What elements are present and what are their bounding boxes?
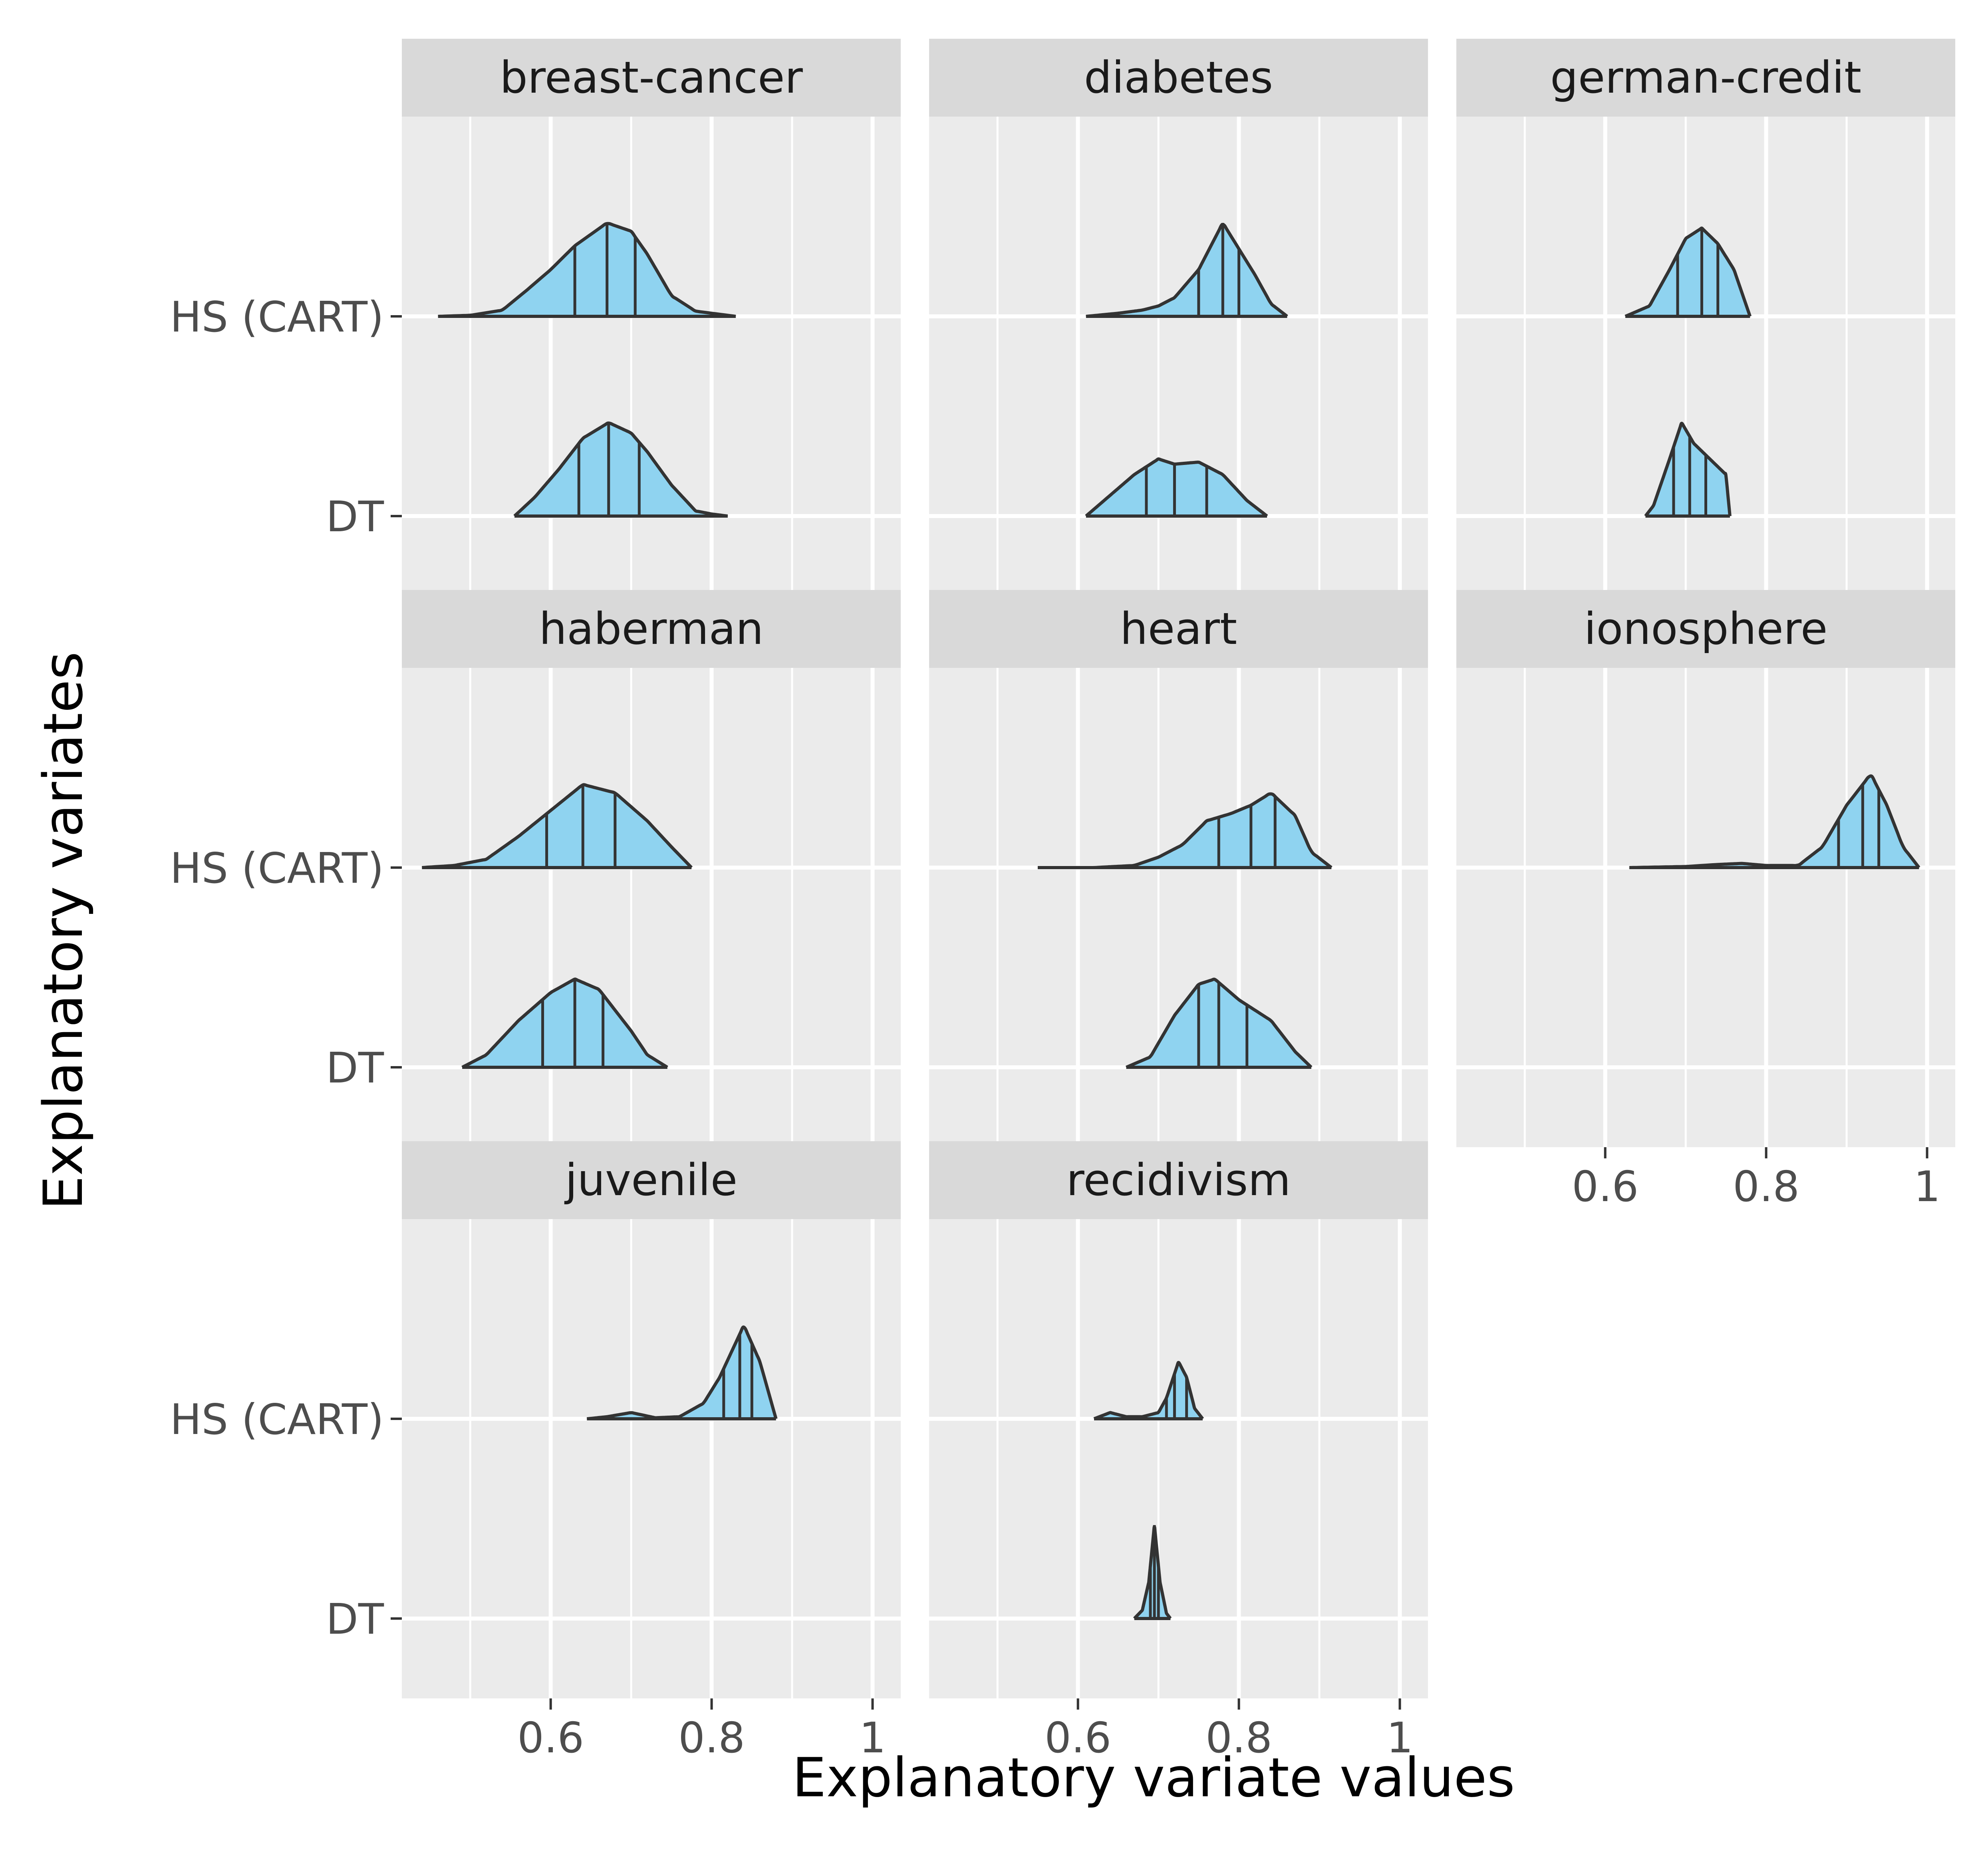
- x-tick-label: 0.6: [1572, 1162, 1638, 1211]
- ridge-dt: [1133, 1525, 1172, 1620]
- ridge-area: [1629, 776, 1919, 868]
- facet-heart: heart: [929, 590, 1428, 1147]
- strip-background: [402, 39, 901, 117]
- ridge-outline: [1086, 222, 1288, 318]
- panel-background: [1456, 668, 1955, 1147]
- ridge-dt: [1085, 457, 1268, 518]
- y-tick-label: HS (CART): [170, 844, 384, 893]
- strip-label: breast-cancer: [500, 52, 803, 103]
- ridge-hs-cart: [1093, 1360, 1204, 1420]
- ridge-outline: [422, 783, 693, 869]
- ridge-hs-cart: [1629, 774, 1920, 869]
- y-axis-title: Explanatory variates: [32, 651, 95, 1210]
- ridge-outline: [1644, 421, 1732, 517]
- panel-background: [402, 668, 901, 1147]
- ridge-outline: [1625, 226, 1752, 318]
- strip-background: [402, 1141, 901, 1219]
- facet-juvenile: juvenile HS (CART) DT 0.6 0.8 1: [170, 1141, 901, 1762]
- ridge-outline: [1093, 1360, 1204, 1420]
- strip-label: ionosphere: [1584, 603, 1828, 654]
- facet-breast-cancer: breast-cancer HS (CART) DT: [170, 39, 901, 596]
- x-tick-label: 1: [1386, 1714, 1413, 1762]
- strip-background: [929, 590, 1428, 668]
- ridge-hs-cart: [1625, 226, 1752, 318]
- panel-background: [1456, 117, 1955, 596]
- ridge-dt: [461, 977, 668, 1069]
- strip-background: [1456, 39, 1955, 117]
- ridge-area: [1086, 459, 1267, 516]
- ridge-area: [514, 423, 728, 516]
- ridge-outline: [461, 977, 668, 1069]
- strip-label: diabetes: [1084, 52, 1273, 103]
- y-tick-label: DT: [326, 493, 384, 541]
- panel-background: [402, 117, 901, 596]
- x-tick-label: 0.8: [1206, 1714, 1272, 1762]
- y-tick-label: DT: [326, 1044, 384, 1092]
- y-tick-label: DT: [326, 1595, 384, 1644]
- y-tick-label: HS (CART): [170, 293, 384, 342]
- strip-label: juvenile: [564, 1154, 738, 1206]
- ridge-area: [438, 223, 736, 316]
- strip-background: [402, 590, 901, 668]
- strip-label: haberman: [539, 603, 763, 654]
- panel-background: [929, 1219, 1428, 1698]
- x-tick-label: 0.8: [678, 1714, 745, 1762]
- panels-layer: breast-cancer HS (CART) DT diabetes german-c…: [170, 39, 1955, 1762]
- ridge-area: [462, 979, 667, 1067]
- ridge-outline: [586, 1325, 778, 1420]
- ridge-outline: [438, 222, 736, 318]
- panel-background: [929, 668, 1428, 1147]
- x-tick-label: 1: [859, 1714, 886, 1762]
- x-axis-title: Explanatory variate values: [792, 1746, 1515, 1809]
- ridge-hs-cart: [1086, 222, 1288, 318]
- ridge-dt: [1644, 421, 1732, 518]
- strip-label: recidivism: [1066, 1154, 1291, 1206]
- strip-label: german-credit: [1550, 52, 1861, 103]
- facet-haberman: haberman HS (CART) DT: [170, 590, 901, 1147]
- ridge-dt: [513, 421, 728, 518]
- facet-german-credit: german-credit: [1456, 39, 1955, 596]
- panel-background: [929, 117, 1428, 596]
- facet-diabetes: diabetes: [929, 39, 1428, 596]
- facet-ionosphere: ionosphere 0.6 0.8 1: [1456, 590, 1955, 1211]
- x-tick-label: 1: [1914, 1162, 1940, 1211]
- ridge-outline: [513, 421, 728, 518]
- ridge-hs-cart: [1037, 792, 1333, 870]
- ridge-area: [1645, 423, 1730, 516]
- ridge-area: [587, 1327, 776, 1419]
- y-tick-label: HS (CART): [170, 1395, 384, 1444]
- strip-background: [929, 39, 1428, 117]
- x-tick-label: 0.6: [517, 1714, 584, 1762]
- ridge-outline: [1125, 977, 1313, 1069]
- facet-recidivism: recidivism 0.6 0.8 1: [929, 1141, 1428, 1762]
- ridge-hs-cart: [586, 1325, 778, 1420]
- ridge-hs-cart: [422, 783, 693, 869]
- strip-label: heart: [1120, 603, 1237, 654]
- ridge-area: [1038, 794, 1332, 868]
- ridge-area: [422, 784, 692, 868]
- ridge-outline: [1133, 1525, 1172, 1620]
- ridge-hs-cart: [438, 222, 736, 318]
- x-tick-label: 0.8: [1733, 1162, 1799, 1211]
- ridge-outline: [1085, 457, 1268, 518]
- strip-background: [929, 1141, 1428, 1219]
- panel-background: [402, 1219, 901, 1698]
- ridge-dt: [1125, 977, 1313, 1069]
- strip-background: [1456, 590, 1955, 668]
- x-tick-label: 0.6: [1045, 1714, 1111, 1762]
